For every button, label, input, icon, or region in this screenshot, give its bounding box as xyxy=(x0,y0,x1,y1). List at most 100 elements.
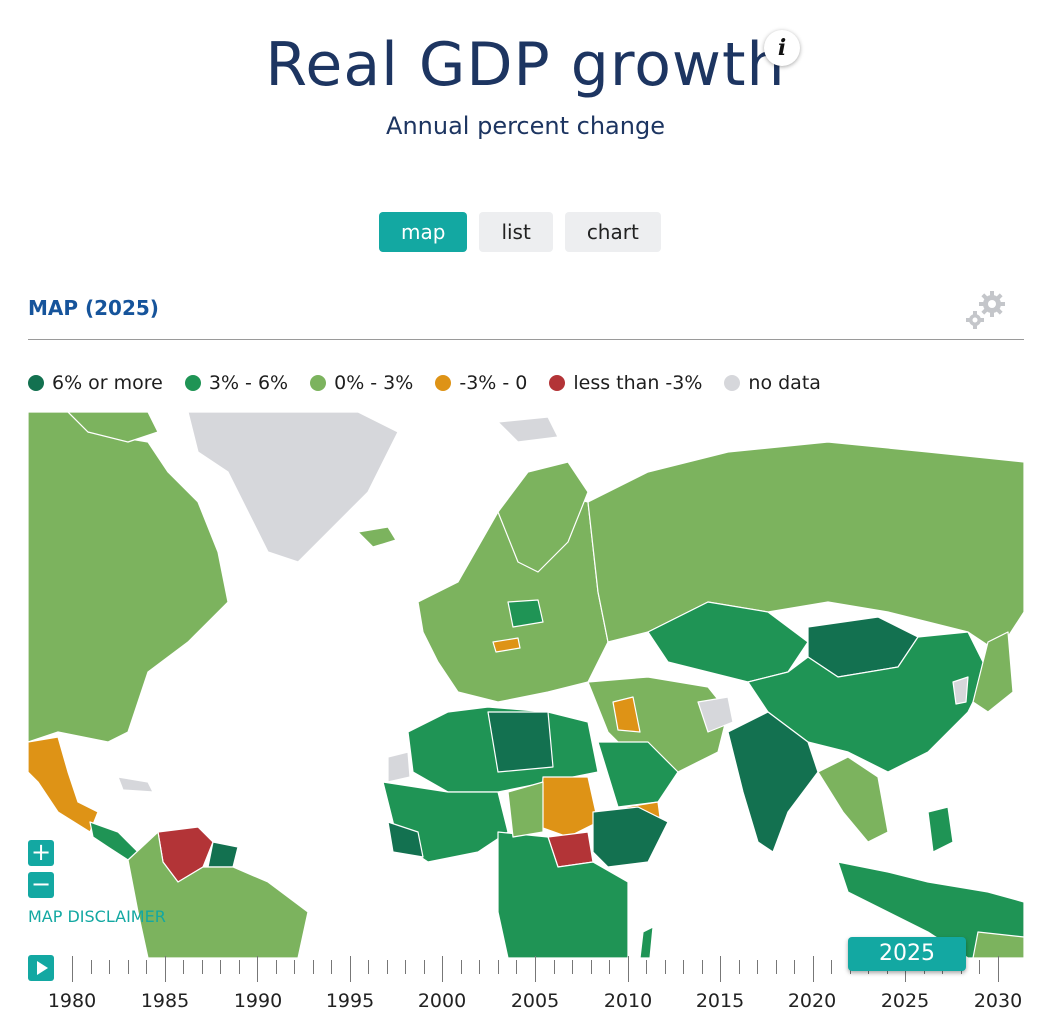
region-poland[interactable] xyxy=(507,599,544,628)
region-pacific-islands[interactable] xyxy=(972,931,1024,958)
region-west-africa-coast[interactable] xyxy=(387,821,424,858)
region-southeast-asia[interactable] xyxy=(817,756,889,843)
map-legend: 6% or more 3% - 6% 0% - 3% -3% - 0 less … xyxy=(28,372,821,394)
region-arctic-islands[interactable] xyxy=(67,412,159,443)
region-svalbard[interactable] xyxy=(497,416,559,443)
year-label: 1985 xyxy=(140,990,190,1012)
timeline-tick xyxy=(164,956,166,982)
region-sudan[interactable] xyxy=(539,776,599,838)
legend-label: -3% - 0 xyxy=(459,372,528,394)
timeline-tick xyxy=(979,960,981,974)
region-central-africa-light[interactable] xyxy=(507,781,544,838)
legend-label: no data xyxy=(748,372,821,394)
timeline-tick xyxy=(664,960,666,974)
legend-item: -3% - 0 xyxy=(435,372,527,394)
legend-label: 0% - 3% xyxy=(334,372,414,394)
map-disclaimer-link[interactable]: MAP DISCLAIMER xyxy=(28,907,166,926)
region-iraq[interactable] xyxy=(612,696,641,733)
region-guyana[interactable] xyxy=(207,841,239,868)
year-label: 2020 xyxy=(787,990,837,1012)
section-title: MAP (2025) xyxy=(28,296,159,320)
timeline-tick xyxy=(201,960,203,974)
legend-label: 6% or more xyxy=(52,372,163,394)
legend-dot-no-data xyxy=(724,375,741,391)
current-year-handle[interactable]: 2025 xyxy=(848,937,966,971)
year-label: 1995 xyxy=(325,990,375,1012)
year-label: 2005 xyxy=(510,990,560,1012)
year-label: 2000 xyxy=(417,990,467,1012)
year-label: 2030 xyxy=(973,990,1023,1012)
region-caribbean[interactable] xyxy=(117,776,154,793)
year-label: 2015 xyxy=(695,990,745,1012)
timeline-tick xyxy=(646,960,648,974)
legend-item: 3% - 6% xyxy=(184,372,289,394)
timeline-tick xyxy=(109,960,111,974)
tab-chart[interactable]: chart xyxy=(564,212,661,252)
zoom-in-button[interactable]: + xyxy=(28,840,54,866)
timeline-tick xyxy=(220,960,222,974)
timeline-tick xyxy=(757,960,759,974)
region-east-africa[interactable] xyxy=(592,806,669,868)
region-austria[interactable] xyxy=(492,637,521,653)
info-icon[interactable]: i xyxy=(764,30,800,66)
timeline-tick xyxy=(275,960,277,974)
timeline-tick xyxy=(701,960,703,974)
play-icon[interactable] xyxy=(28,955,54,981)
timeline-tick xyxy=(572,960,574,974)
year-label: 1980 xyxy=(47,990,97,1012)
region-greenland[interactable] xyxy=(187,412,399,563)
legend-dot-less-neg3 xyxy=(549,375,566,391)
timeline-tick xyxy=(609,960,611,974)
timeline-tick xyxy=(720,956,722,982)
legend-dot-3-6 xyxy=(184,375,201,391)
legend-dot-6-plus xyxy=(28,375,44,391)
timeline-tick xyxy=(535,956,536,982)
legend-item: less than -3% xyxy=(549,372,702,394)
region-india[interactable] xyxy=(727,711,819,853)
tab-map[interactable]: map xyxy=(379,212,468,252)
legend-item: 0% - 3% xyxy=(310,372,413,394)
world-map[interactable] xyxy=(28,412,1024,958)
page-title: Real GDP growth xyxy=(265,30,786,100)
region-saudi[interactable] xyxy=(597,741,679,808)
timeline-tick xyxy=(146,960,148,974)
region-western-sahara[interactable] xyxy=(387,751,411,783)
zoom-out-button[interactable]: − xyxy=(28,872,54,898)
region-philippines[interactable] xyxy=(927,806,954,853)
year-timeline[interactable]: 1980 1985 1990 1995 2000 2005 2010 2015 … xyxy=(48,956,1050,1022)
timeline-tick xyxy=(738,960,740,974)
region-scandinavia[interactable] xyxy=(497,461,589,573)
region-afghanistan[interactable] xyxy=(697,696,734,733)
region-central-africa[interactable] xyxy=(497,831,629,958)
region-japan[interactable] xyxy=(972,631,1014,713)
tab-list[interactable]: list xyxy=(479,212,553,252)
timeline-tick xyxy=(775,960,777,974)
legend-label: 3% - 6% xyxy=(208,372,289,394)
region-central-america[interactable] xyxy=(89,821,139,861)
legend-dot-neg3-0 xyxy=(435,375,452,391)
timeline-tick xyxy=(423,960,425,974)
timeline-tick xyxy=(386,960,388,974)
region-south-america[interactable] xyxy=(127,831,309,958)
timeline-tick xyxy=(368,960,370,974)
timeline-tick xyxy=(238,960,240,974)
timeline-tick xyxy=(442,956,444,982)
timeline-tick xyxy=(405,960,407,974)
region-korea[interactable] xyxy=(952,676,969,705)
region-libya[interactable] xyxy=(487,711,554,773)
timeline-tick xyxy=(183,960,185,974)
view-tabs: map list chart xyxy=(379,212,661,252)
timeline-tick xyxy=(312,960,314,974)
timeline-tick xyxy=(794,960,796,974)
region-russia[interactable] xyxy=(587,441,1024,653)
timeline-tick xyxy=(127,960,129,974)
year-label: 2025 xyxy=(880,990,930,1012)
gear-icon[interactable] xyxy=(964,288,1008,332)
timeline-tick xyxy=(331,960,333,974)
region-iceland[interactable] xyxy=(357,526,397,548)
timeline-tick xyxy=(627,956,629,982)
region-madagascar[interactable] xyxy=(639,926,654,958)
region-north-america[interactable] xyxy=(28,412,229,743)
region-mexico[interactable] xyxy=(28,736,99,833)
timeline-tick xyxy=(553,960,555,974)
